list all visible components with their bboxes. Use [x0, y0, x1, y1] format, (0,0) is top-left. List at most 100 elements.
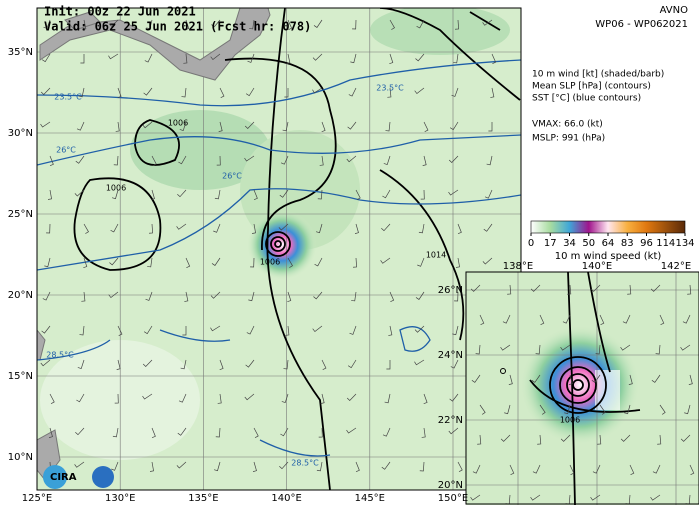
- logo: CIRA: [50, 472, 77, 483]
- wind-barb: [113, 155, 119, 166]
- wind-barb: [74, 189, 85, 197]
- wind-barb: [415, 291, 425, 300]
- wind-barb: [210, 53, 221, 61]
- wind-barb: [384, 393, 391, 404]
- wind-barb: [470, 494, 481, 501]
- wind-barb: [81, 291, 86, 302]
- wind-barb: [482, 19, 493, 26]
- wind-barb: [509, 464, 515, 475]
- wind-barb: [185, 19, 190, 31]
- wind-barb: [180, 359, 187, 370]
- wind-barb: [41, 325, 51, 334]
- main-map: [37, 8, 521, 490]
- wind-barb: [150, 189, 155, 200]
- wind-barb: [315, 223, 323, 234]
- wind-barb: [389, 19, 395, 30]
- wind-barb: [449, 121, 459, 131]
- wind-barb: [184, 291, 189, 302]
- wind-barb: [659, 404, 666, 415]
- wind-barb: [382, 427, 391, 437]
- wind-barb: [108, 53, 119, 60]
- lat-label: 30°N: [8, 128, 33, 139]
- wind-barb: [595, 344, 601, 355]
- wind-barb: [247, 53, 255, 63]
- colorbar-tick-label: 34: [563, 238, 576, 249]
- wind-barb: [284, 88, 289, 98]
- mslp: MSLP: 991 (hPa): [532, 134, 605, 144]
- wind-barb: [281, 393, 289, 404]
- wind-barb: [620, 344, 631, 351]
- logo-icon: [43, 465, 67, 489]
- wind-barb: [111, 189, 119, 200]
- model: AVNO: [660, 5, 689, 16]
- wind-barb: [219, 359, 224, 371]
- wind-barb: [211, 257, 221, 266]
- wind-barb: [251, 223, 256, 234]
- wind-barb: [287, 257, 293, 268]
- colorbar-tick-label: 96: [640, 238, 653, 249]
- wind-barb: [318, 427, 323, 438]
- wind-barb: [471, 374, 481, 383]
- wind-barb: [651, 374, 661, 383]
- wind-barb: [253, 427, 259, 438]
- wind-barb: [383, 155, 391, 166]
- wind-barb: [560, 344, 571, 351]
- wind-barb: [210, 291, 221, 299]
- contour-label: 28.5°C: [46, 351, 74, 360]
- wind-barb: [448, 427, 459, 435]
- wind-barb: [151, 427, 156, 439]
- contour-label: 1006: [106, 184, 126, 193]
- colorbar-tick-label: 50: [582, 238, 595, 249]
- wind-barb: [210, 325, 221, 332]
- wind-barb: [537, 434, 542, 445]
- inset-lon-label: 138°E: [503, 261, 533, 272]
- wind-barb: [151, 155, 157, 166]
- wind-barb: [314, 257, 323, 267]
- wind-barb: [491, 53, 497, 65]
- wind-barb: [49, 155, 54, 167]
- wind-barb: [47, 189, 52, 200]
- wind-barb: [279, 461, 289, 470]
- wind-barb: [388, 325, 393, 336]
- wind-barb: [80, 54, 85, 64]
- lon-label: 125°E: [22, 493, 52, 504]
- wind-barb: [213, 461, 221, 472]
- wind-barb: [590, 284, 601, 292]
- wind-barb: [75, 155, 85, 164]
- contour-label: 26°C: [56, 146, 76, 155]
- wind-barb: [354, 223, 359, 234]
- wind-barbs: [40, 19, 497, 473]
- wind-barb: [216, 155, 221, 166]
- wind-barb: [624, 404, 631, 415]
- wind-barb: [347, 121, 357, 130]
- wind-barb: [218, 121, 223, 132]
- wind-barb: [176, 461, 187, 469]
- colorbar-label: 10 m wind speed (kt): [555, 251, 662, 262]
- wind-barb: [452, 325, 459, 336]
- wind-barb: [219, 87, 225, 98]
- inset-map: [466, 272, 699, 505]
- init-time: Init: 00z 22 Jun 2021: [44, 5, 196, 19]
- wind-barb: [567, 284, 572, 295]
- wind-barb: [421, 427, 426, 438]
- contour-label: 1006: [260, 258, 280, 267]
- wind-barb: [500, 434, 511, 442]
- wind-barb: [380, 257, 391, 264]
- wind-barb: [684, 404, 691, 415]
- wind-barb: [108, 291, 119, 299]
- wind-barb: [418, 223, 425, 234]
- wind-barb: [42, 291, 51, 301]
- wind-barb: [502, 314, 511, 324]
- wind-barb: [389, 53, 394, 65]
- wind-barb: [352, 19, 357, 30]
- wind-barb: [680, 344, 691, 351]
- wind-barb: [454, 291, 459, 302]
- wind-barb: [217, 393, 222, 404]
- wind-barb: [483, 223, 493, 232]
- wind-barb: [687, 284, 692, 295]
- wind-barb: [346, 155, 357, 163]
- wind-barb: [457, 223, 462, 235]
- legend-line: Mean SLP [hPa] (contours): [532, 82, 651, 92]
- wind-barb: [423, 121, 429, 132]
- wind-barb: [416, 19, 425, 29]
